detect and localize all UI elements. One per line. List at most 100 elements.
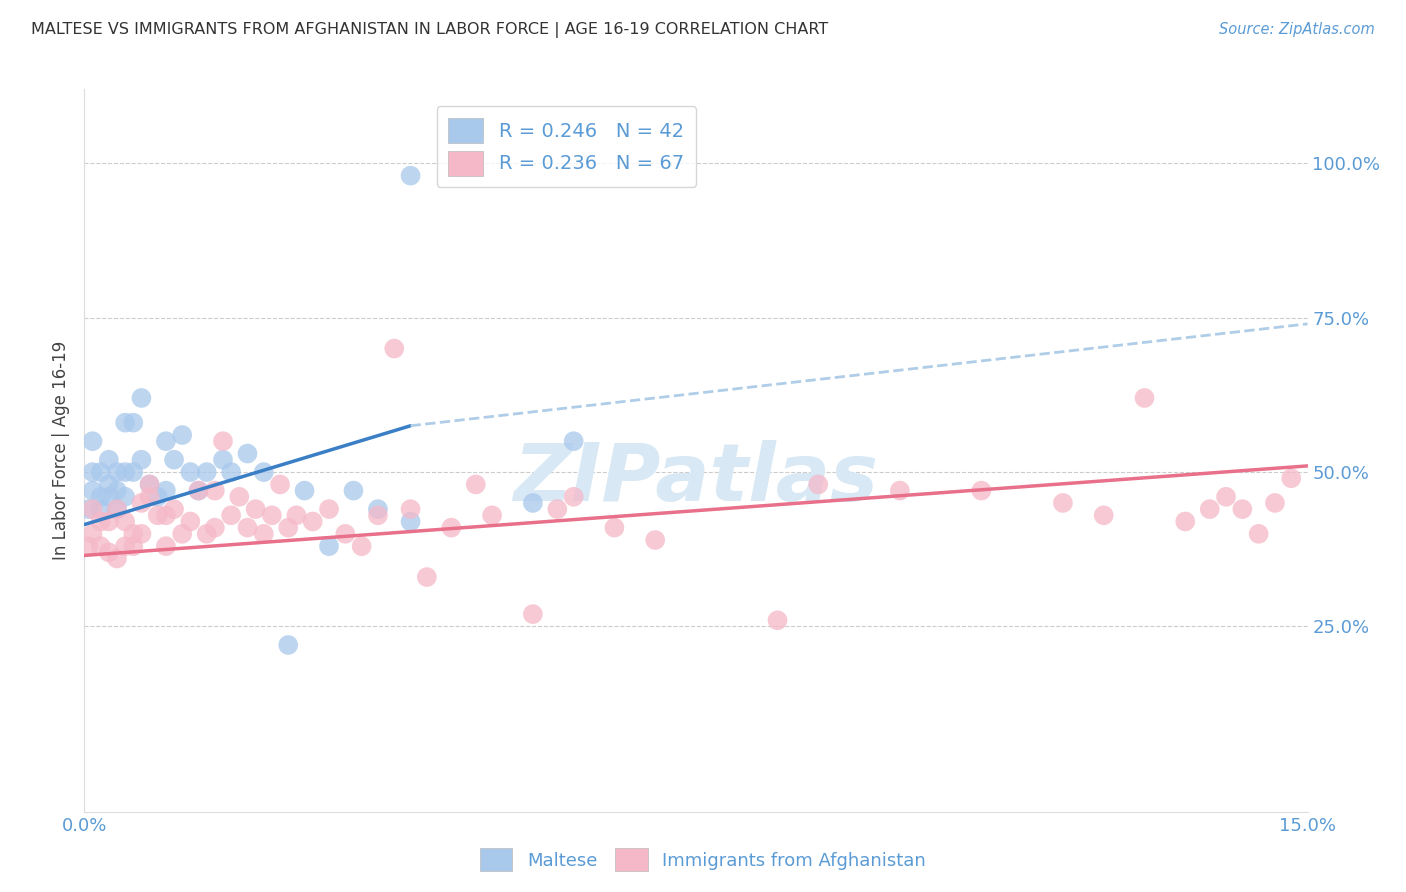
Point [1247, 526, 1270, 541]
Point [294, 483, 316, 498]
Point [122, 539, 145, 553]
Point [204, 521, 226, 535]
Point [122, 526, 145, 541]
Point [131, 496, 153, 510]
Point [90, 539, 112, 553]
Legend: R = 0.246   N = 42, R = 0.236   N = 67: R = 0.246 N = 42, R = 0.236 N = 67 [437, 106, 696, 187]
Point [97, 477, 120, 491]
Point [138, 477, 160, 491]
Point [138, 490, 160, 504]
Point [399, 515, 422, 529]
Point [889, 483, 911, 498]
Point [245, 502, 267, 516]
Point [603, 521, 626, 535]
Point [1174, 515, 1197, 529]
Point [219, 508, 242, 523]
Point [97, 515, 120, 529]
Point [131, 391, 153, 405]
Point [1264, 496, 1286, 510]
Point [301, 515, 323, 529]
Point [277, 638, 299, 652]
Point [367, 502, 389, 516]
Point [122, 465, 145, 479]
Point [464, 477, 486, 491]
Point [77, 502, 100, 516]
Point [97, 490, 120, 504]
Point [1232, 502, 1254, 516]
Point [253, 465, 276, 479]
Point [562, 434, 585, 449]
Point [187, 483, 209, 498]
Point [253, 526, 276, 541]
Point [163, 452, 186, 467]
Point [970, 483, 993, 498]
Point [82, 483, 104, 498]
Point [114, 416, 136, 430]
Point [269, 477, 291, 491]
Point [195, 465, 218, 479]
Point [440, 521, 463, 535]
Point [1133, 391, 1156, 405]
Point [1052, 496, 1074, 510]
Point [228, 490, 250, 504]
Point [172, 428, 194, 442]
Point [179, 465, 201, 479]
Point [350, 539, 373, 553]
Point [155, 434, 177, 449]
Point [155, 508, 177, 523]
Point [105, 483, 128, 498]
Point [146, 508, 169, 523]
Point [219, 465, 242, 479]
Point [187, 483, 209, 498]
Point [131, 452, 153, 467]
Point [82, 434, 104, 449]
Point [97, 545, 120, 559]
Point [1215, 490, 1237, 504]
Point [97, 452, 120, 467]
Point [163, 502, 186, 516]
Point [644, 533, 666, 547]
Point [90, 490, 112, 504]
Text: MALTESE VS IMMIGRANTS FROM AFGHANISTAN IN LABOR FORCE | AGE 16-19 CORRELATION CH: MALTESE VS IMMIGRANTS FROM AFGHANISTAN I… [31, 22, 828, 38]
Point [1198, 502, 1220, 516]
Point [82, 526, 104, 541]
Point [1279, 471, 1302, 485]
Point [105, 502, 128, 516]
Point [114, 539, 136, 553]
Legend: Maltese, Immigrants from Afghanistan: Maltese, Immigrants from Afghanistan [472, 841, 934, 879]
Point [399, 502, 422, 516]
Point [382, 342, 405, 356]
Point [1092, 508, 1115, 523]
Point [195, 526, 218, 541]
Y-axis label: In Labor Force | Age 16-19: In Labor Force | Age 16-19 [52, 341, 70, 560]
Point [481, 508, 503, 523]
Point [172, 526, 194, 541]
Point [236, 446, 259, 460]
Point [131, 526, 153, 541]
Point [766, 613, 789, 627]
Point [236, 521, 259, 535]
Point [522, 607, 544, 621]
Point [318, 539, 340, 553]
Point [562, 490, 585, 504]
Point [212, 452, 235, 467]
Point [546, 502, 568, 516]
Point [260, 508, 283, 523]
Point [204, 483, 226, 498]
Point [399, 169, 422, 183]
Point [807, 477, 830, 491]
Point [77, 539, 100, 553]
Point [367, 508, 389, 523]
Point [114, 490, 136, 504]
Point [522, 496, 544, 510]
Point [90, 502, 112, 516]
Point [146, 490, 169, 504]
Point [105, 551, 128, 566]
Point [179, 515, 201, 529]
Point [105, 465, 128, 479]
Point [212, 434, 235, 449]
Point [105, 502, 128, 516]
Point [335, 526, 357, 541]
Text: Source: ZipAtlas.com: Source: ZipAtlas.com [1219, 22, 1375, 37]
Point [114, 515, 136, 529]
